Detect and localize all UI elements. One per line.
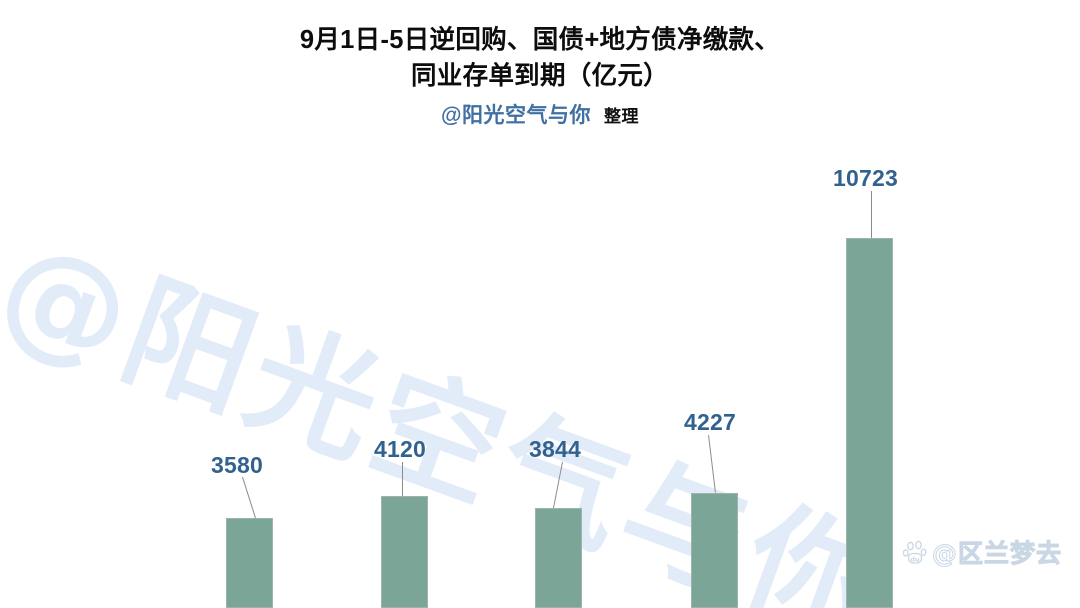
- bar-value-label: 3580: [211, 452, 263, 478]
- page-title: 9月1日-5日逆回购、国债+地方债净缴款、 同业存单到期（亿元）: [299, 26, 781, 91]
- bar: [535, 508, 582, 608]
- bar: [381, 496, 428, 608]
- leader-line: [402, 462, 404, 496]
- svg-text:du: du: [910, 555, 920, 563]
- bar-value-label: 10723: [833, 165, 898, 191]
- bar: [691, 493, 738, 608]
- subtitle-row: @阳光空气与你 整理: [0, 99, 1080, 129]
- subtitle-handle: @阳光空气与你: [441, 104, 591, 128]
- bar-value-label: 4227: [684, 409, 736, 435]
- title-block: 9月1日-5日逆回购、国债+地方债净缴款、 同业存单到期（亿元） @阳光空气与你…: [0, 22, 1080, 129]
- bar-value-label: 3844: [529, 436, 581, 462]
- subtitle-suffix: 整理: [603, 107, 639, 127]
- leader-line: [242, 476, 257, 519]
- leader-line: [708, 434, 717, 494]
- attribution-badge: du @区兰梦去: [902, 534, 1062, 570]
- bar-value-label: 4120: [374, 436, 426, 462]
- bar: [846, 238, 893, 608]
- leader-line: [553, 461, 564, 509]
- bar: [226, 518, 273, 608]
- attribution-text: @区兰梦去: [931, 539, 1062, 569]
- baidu-paw-icon: du: [902, 539, 929, 565]
- leader-line: [871, 191, 873, 238]
